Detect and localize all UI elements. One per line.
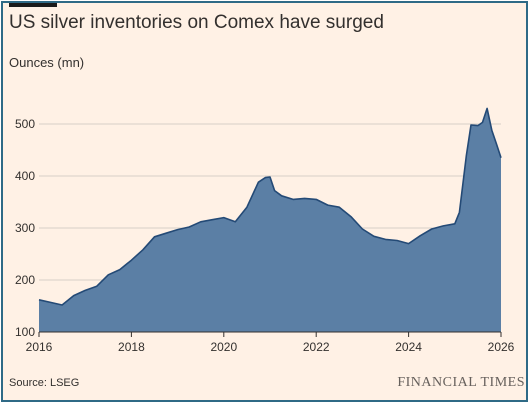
x-tick-label: 2016 — [26, 340, 53, 354]
chart-title: US silver inventories on Comex have surg… — [9, 12, 384, 33]
y-tick-label: 100 — [15, 325, 35, 339]
x-tick-labels: 2016 2018 2020 2022 2024 2026 — [26, 332, 515, 354]
x-tick-label: 2018 — [118, 340, 145, 354]
y-tick-label: 500 — [15, 117, 35, 131]
source-note: Source: LSEG — [9, 377, 80, 389]
y-tick-label: 300 — [15, 221, 35, 235]
inventory-area — [39, 108, 501, 333]
ft-logo: FINANCIAL TIMES — [397, 375, 525, 390]
x-tick-label: 2020 — [210, 340, 237, 354]
inventory-line — [38, 107, 502, 306]
x-tick-label: 2024 — [395, 340, 422, 354]
top-rule — [9, 3, 57, 7]
y-tick-label: 400 — [15, 169, 35, 183]
x-tick-label: 2022 — [303, 340, 330, 354]
y-axis-units: Ounces (mn) — [9, 55, 85, 70]
y-tick-label: 200 — [15, 273, 35, 287]
y-tick-labels: 100 200 300 400 500 — [15, 117, 35, 339]
x-tick-label: 2026 — [488, 340, 515, 354]
